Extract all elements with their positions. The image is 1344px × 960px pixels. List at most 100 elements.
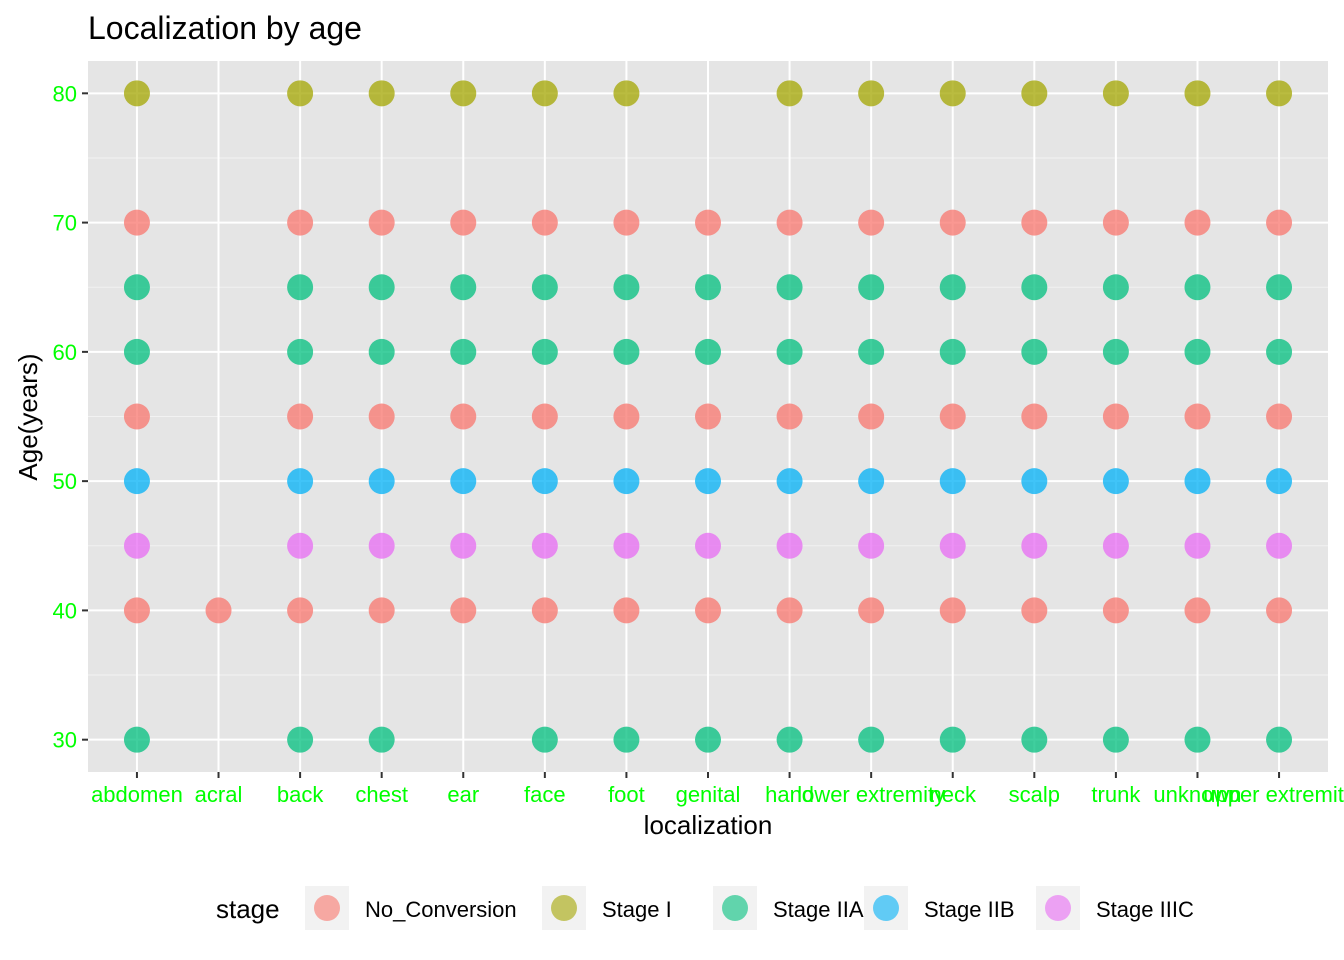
- data-point: [450, 209, 477, 236]
- data-point: [858, 274, 885, 301]
- data-point: [1266, 597, 1293, 624]
- data-point: [1184, 597, 1211, 624]
- data-point: [776, 403, 803, 430]
- data-point: [695, 597, 721, 624]
- x-tick-label: back: [277, 782, 324, 807]
- data-point: [1184, 274, 1211, 301]
- x-tick-label: acral: [195, 782, 243, 807]
- data-point: [1021, 468, 1048, 495]
- data-point: [123, 80, 150, 107]
- data-point: [1184, 726, 1211, 753]
- x-tick-label: neck: [929, 782, 976, 807]
- data-point: [1102, 274, 1129, 301]
- data-point: [776, 274, 803, 301]
- y-tick-label: 60: [53, 340, 77, 365]
- y-tick-label: 70: [53, 211, 77, 236]
- data-point: [939, 403, 966, 430]
- data-point: [368, 597, 395, 624]
- data-point: [368, 726, 395, 753]
- data-point: [123, 403, 150, 430]
- data-point: [695, 338, 721, 365]
- data-point: [939, 338, 966, 365]
- data-point: [1266, 532, 1293, 559]
- data-point: [858, 532, 885, 559]
- data-point: [1021, 597, 1048, 624]
- x-tick-label: unknown: [1153, 782, 1241, 807]
- data-point: [695, 726, 721, 753]
- data-point: [1021, 532, 1048, 559]
- x-tick-label: trunk: [1091, 782, 1141, 807]
- x-tick-label: foot: [608, 782, 645, 807]
- data-point: [613, 403, 640, 430]
- data-point: [531, 274, 558, 301]
- data-point: [368, 209, 395, 236]
- data-point: [531, 468, 558, 495]
- x-axis-title: localization: [644, 810, 773, 840]
- data-point: [1102, 597, 1129, 624]
- x-tick-label: face: [524, 782, 566, 807]
- data-point: [531, 80, 558, 107]
- x-tick-label: ear: [447, 782, 479, 807]
- data-point: [613, 209, 640, 236]
- data-point: [1184, 338, 1211, 365]
- data-point: [695, 532, 721, 559]
- data-point: [695, 209, 721, 236]
- chart-title: Localization by age: [88, 10, 362, 46]
- data-point: [1102, 209, 1129, 236]
- data-point: [939, 726, 966, 753]
- x-tick-label: hand: [765, 782, 814, 807]
- data-point: [531, 726, 558, 753]
- legend-marker: [314, 895, 340, 921]
- data-point: [450, 468, 477, 495]
- data-point: [287, 274, 314, 301]
- y-axis: 30 40 50 60 70 80: [53, 81, 88, 753]
- data-point: [1021, 726, 1048, 753]
- data-point: [450, 597, 477, 624]
- data-point: [858, 80, 885, 107]
- data-point: [613, 532, 640, 559]
- y-tick-label: 40: [53, 598, 77, 623]
- data-point: [531, 338, 558, 365]
- data-point: [1266, 80, 1293, 107]
- legend-marker: [1045, 895, 1071, 921]
- data-point: [123, 726, 150, 753]
- data-point: [1102, 532, 1129, 559]
- data-point: [1021, 338, 1048, 365]
- data-point: [776, 338, 803, 365]
- data-point: [613, 274, 640, 301]
- data-point: [368, 532, 395, 559]
- data-point: [1102, 80, 1129, 107]
- data-point: [287, 726, 314, 753]
- data-point: [287, 597, 314, 624]
- data-point: [1184, 403, 1211, 430]
- data-point: [123, 209, 150, 236]
- legend-marker: [551, 895, 577, 921]
- data-point: [1266, 338, 1293, 365]
- data-point: [368, 80, 395, 107]
- data-point: [368, 468, 395, 495]
- data-point: [613, 468, 640, 495]
- data-point: [368, 274, 395, 301]
- y-tick-label: 50: [53, 469, 77, 494]
- x-tick-label: chest: [355, 782, 408, 807]
- legend-label: Stage IIA: [773, 897, 864, 922]
- data-point: [123, 274, 150, 301]
- data-point: [776, 468, 803, 495]
- data-point: [1102, 726, 1129, 753]
- data-point: [287, 80, 314, 107]
- data-point: [939, 597, 966, 624]
- data-point: [939, 532, 966, 559]
- legend: stage No_Conversion Stage I Stage IIA Stage…: [216, 886, 1194, 930]
- x-tick-label: scalp: [1009, 782, 1060, 807]
- data-point: [776, 80, 803, 107]
- data-point: [1021, 80, 1048, 107]
- x-axis: abdomen acral back chest ear face foot genital h…: [91, 772, 1344, 807]
- legend-label: Stage I: [602, 897, 672, 922]
- data-point: [858, 468, 885, 495]
- data-point: [123, 338, 150, 365]
- data-point: [695, 274, 721, 301]
- data-point: [1184, 209, 1211, 236]
- data-point: [287, 468, 314, 495]
- data-point: [613, 597, 640, 624]
- data-point: [1184, 532, 1211, 559]
